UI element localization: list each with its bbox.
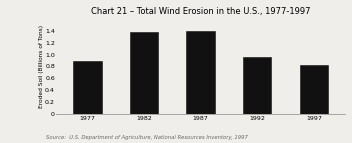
Bar — [187, 31, 215, 114]
Bar — [73, 60, 102, 114]
Bar — [130, 32, 158, 114]
Bar — [300, 65, 328, 114]
Y-axis label: Eroded Soil (Billions of Tons): Eroded Soil (Billions of Tons) — [39, 25, 44, 108]
Text: Source:  U.S. Department of Agriculture, National Resources Inventory, 1997: Source: U.S. Department of Agriculture, … — [46, 135, 248, 140]
Bar — [243, 57, 271, 114]
Title: Chart 21 – Total Wind Erosion in the U.S., 1977-1997: Chart 21 – Total Wind Erosion in the U.S… — [91, 7, 310, 16]
